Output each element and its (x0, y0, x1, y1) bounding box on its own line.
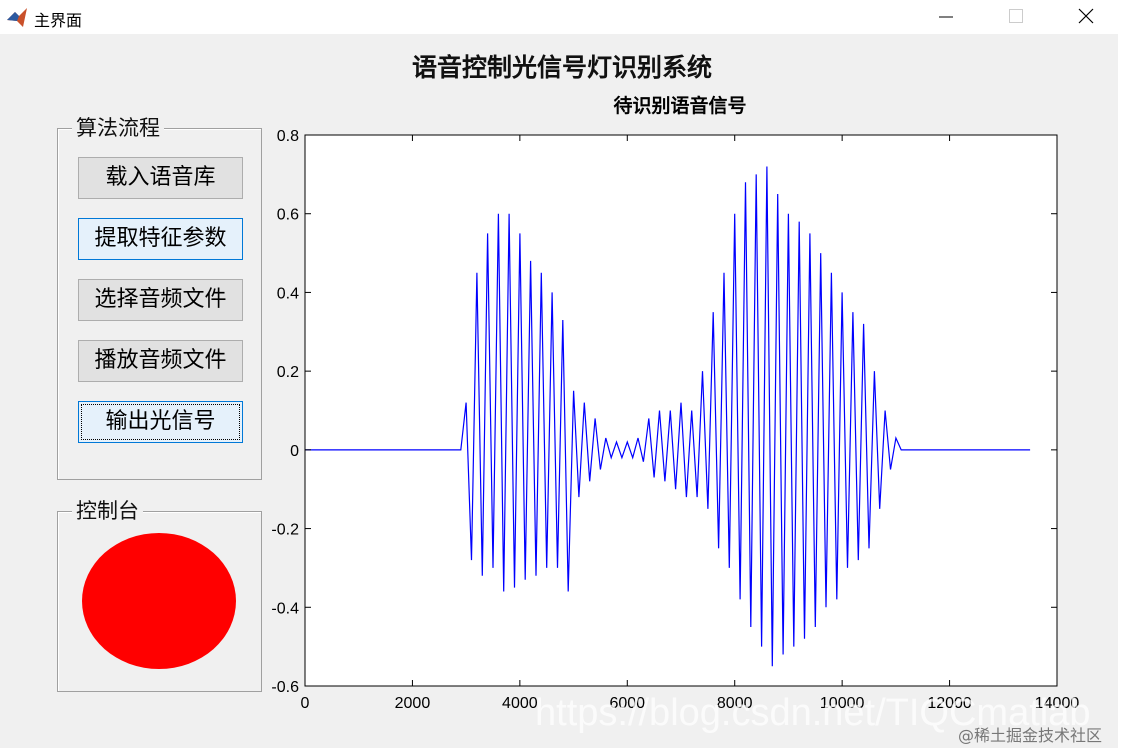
watermark: https://blog.csdn.net/TIQCmatlab (535, 692, 1091, 734)
console-panel: 控制台 (57, 498, 262, 692)
output-button[interactable]: 输出光信号 (78, 401, 243, 443)
x-tick-label: 4000 (502, 695, 538, 712)
minimize-button[interactable] (922, 0, 968, 34)
maximize-button[interactable] (992, 0, 1038, 34)
algorithm-panel: 算法流程 载入语音库 提取特征参数 选择音频文件 播放音频文件 输出光信号 (57, 115, 262, 480)
panel-title: 控制台 (72, 498, 143, 524)
y-tick-label: 0 (290, 443, 299, 460)
x-tick-label: 14000 (1035, 695, 1080, 712)
title-bar: 主界面 (0, 0, 1124, 34)
feature-button[interactable]: 提取特征参数 (78, 218, 243, 260)
y-tick-label: 0.6 (277, 207, 299, 224)
x-tick-label: 0 (301, 695, 310, 712)
y-tick-label: 0.8 (277, 128, 299, 145)
close-button[interactable] (1062, 0, 1108, 34)
signal-lamp (82, 533, 236, 669)
window-title: 主界面 (34, 11, 83, 30)
x-tick-label: 6000 (609, 695, 645, 712)
x-tick-label: 8000 (717, 695, 753, 712)
x-tick-label: 2000 (395, 695, 431, 712)
waveform (305, 166, 1031, 667)
y-tick-label: -0.2 (271, 522, 299, 539)
axes-box (304, 134, 1058, 687)
play-button[interactable]: 播放音频文件 (78, 340, 243, 382)
app-title: 语音控制光信号灯识别系统 (411, 53, 712, 82)
y-tick-label: 0.4 (277, 285, 299, 302)
app-icon (7, 8, 27, 27)
panel-title: 算法流程 (72, 115, 164, 141)
lamp-canvas (82, 533, 236, 669)
x-tick-label: 12000 (927, 695, 972, 712)
y-tick-label: -0.4 (271, 600, 299, 617)
y-tick-label: -0.6 (271, 679, 299, 696)
select-button[interactable]: 选择音频文件 (78, 279, 243, 321)
y-tick-label: 0.2 (277, 364, 299, 381)
chart-title: 待识别语音信号 (613, 94, 746, 117)
x-tick-label: 10000 (820, 695, 865, 712)
watermark: @稀土掘金技术社区 (958, 726, 1103, 745)
load-button[interactable]: 载入语音库 (78, 157, 243, 199)
